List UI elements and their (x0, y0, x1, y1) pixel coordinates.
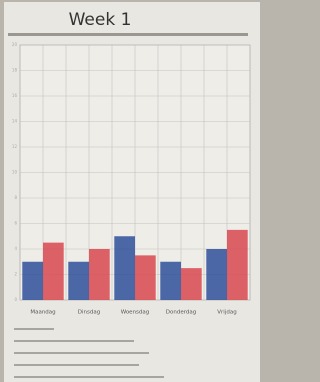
bar (89, 249, 110, 300)
bar (206, 249, 227, 300)
x-tick-label: Woensdag (121, 310, 150, 316)
y-tick-label: 12 (12, 144, 18, 149)
y-tick-label: 18 (12, 68, 18, 73)
subtitle-blur (8, 33, 248, 36)
bar (181, 268, 202, 300)
bar (114, 236, 135, 300)
bar (22, 262, 43, 300)
x-tick-label: Vrijdag (217, 310, 236, 316)
chart-title: Week 1 (69, 10, 132, 30)
bar (227, 230, 248, 300)
y-tick-label: 14 (12, 119, 18, 124)
bar (160, 262, 181, 300)
x-tick-label: Maandag (30, 310, 55, 316)
y-tick-label: 10 (12, 170, 18, 175)
y-tick-label: 20 (12, 42, 18, 47)
bar (135, 255, 156, 300)
y-tick-label: 16 (12, 93, 18, 98)
bar (43, 243, 64, 300)
bar (68, 262, 89, 300)
x-tick-label: Dinsdag (78, 310, 100, 316)
x-tick-label: Donderdag (166, 310, 196, 316)
